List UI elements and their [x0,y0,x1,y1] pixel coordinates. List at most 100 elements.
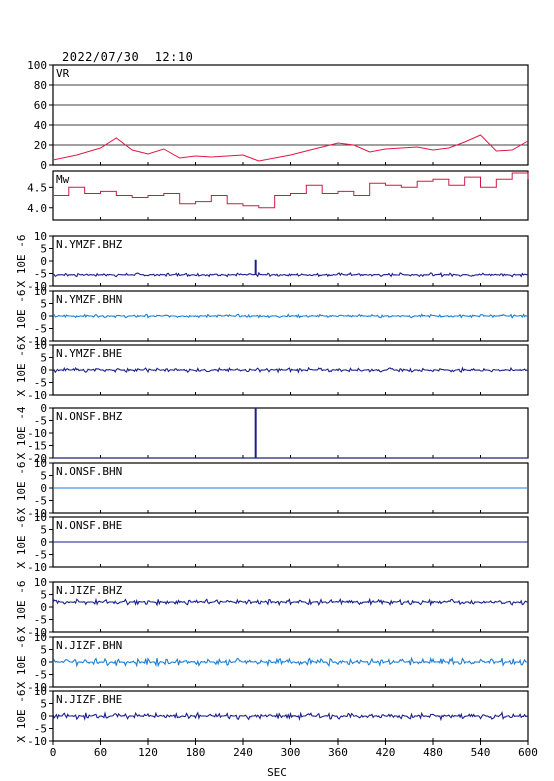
x-tick-label: 240 [233,746,253,759]
y-tick-label: 4.0 [27,202,47,215]
y-tick-label: 5 [40,644,47,657]
y-tick-label: -5 [34,495,47,508]
y-tick-label: 10 [34,576,47,589]
x-tick-label: 60 [94,746,107,759]
y-tick-label: 0 [40,159,47,172]
y-tick-label: 10 [34,631,47,644]
y-tick-label: 10 [34,511,47,524]
y-tick-label: -5 [34,415,47,428]
panel-title: N.JIZF.BHZ [56,584,123,597]
y-axis-label: X 10E -4 [15,406,28,459]
panel-title: N.ONSF.BHE [56,519,122,532]
panel-title: N.YMZF.BHN [56,293,122,306]
y-tick-label: -5 [34,323,47,336]
jizf-bhn-trace [52,656,528,668]
y-tick-label: 10 [34,285,47,298]
y-tick-label: -10 [27,507,47,520]
y-tick-label: -10 [27,335,47,348]
panel-frame [52,581,529,633]
panel-mw: Mw 4.5 4.0 [27,170,529,221]
y-tick-label: 5 [40,524,47,537]
y-axis-label: X 10E -6 [15,516,28,569]
mw-trace [53,172,529,209]
panel-title: N.YMZF.BHE [56,347,122,360]
jizf-bhe-trace [52,711,529,722]
panel-title: N.JIZF.BHE [56,693,122,706]
panel-title: VR [56,67,70,80]
ymzf-bhz-trace [52,271,529,278]
jizf-bhz-trace [52,597,529,607]
y-tick-label: -10 [27,427,47,440]
y-tick-label: 0 [40,536,47,549]
y-tick-label: -10 [27,561,47,574]
y-axis-label: X 10E -6 [15,235,28,288]
y-tick-label: 10 [34,457,47,470]
x-axis-label: SEC [267,766,287,779]
y-tick-label: 10 [34,230,47,243]
panel-frame [52,407,529,459]
y-axis-label: X 10E -6 [15,690,28,743]
y-tick-label: -15 [27,440,47,453]
y-tick-label: 40 [34,119,47,132]
panel-title: Mw [56,173,70,186]
y-tick-label: -10 [27,280,47,293]
y-tick-label: -5 [34,614,47,627]
x-tick-label: 360 [328,746,348,759]
ymzf-bhn-trace [52,313,529,319]
y-tick-label: 0 [40,310,47,323]
y-axis-label: X 10E -6 [15,344,28,397]
y-tick-label: 0 [40,402,47,415]
y-tick-label: -20 [27,452,47,465]
y-tick-label: 0 [40,601,47,614]
y-tick-label: 4.5 [27,181,47,194]
x-tick-label: 480 [423,746,443,759]
x-tick-label: 180 [186,746,206,759]
timestamp: 2022/07/30 12:10 [62,50,194,64]
y-tick-label: -5 [34,268,47,281]
y-tick-label: -5 [34,549,47,562]
x-tick-label: 420 [376,746,396,759]
y-tick-label: -10 [27,735,47,748]
panel-title: N.YMZF.BHZ [56,238,123,251]
y-tick-label: 80 [34,79,47,92]
y-tick-label: -5 [34,723,47,736]
y-tick-label: 0 [40,656,47,669]
y-tick-label: 5 [40,298,47,311]
panel-title: N.JIZF.BHN [56,639,122,652]
y-tick-label: 100 [27,59,47,72]
panel-title: N.ONSF.BHZ [56,410,123,423]
y-axis-label: X 10E -6 [15,290,28,343]
y-tick-label: -10 [27,389,47,402]
panel-vr: VR 100 80 60 40 20 0 [27,59,529,172]
y-tick-label: 5 [40,352,47,365]
x-tick-label: 540 [471,746,491,759]
y-axis-label: X 10E -6 [15,462,28,515]
y-axis-label: X 10E -6 [15,581,28,634]
y-axis-label: X 10E -6 [15,636,28,689]
x-tick-label: 120 [138,746,158,759]
y-tick-label: 5 [40,698,47,711]
y-tick-label: 5 [40,589,47,602]
y-tick-label: 0 [40,255,47,268]
y-tick-label: 0 [40,482,47,495]
y-tick-label: 60 [34,99,47,112]
y-tick-label: 10 [34,339,47,352]
y-tick-label: -10 [27,626,47,639]
y-tick-label: 20 [34,139,47,152]
y-tick-label: -5 [34,377,47,390]
panel-onsf-bhz: N.ONSF.BHZ 0-5-10-15-20X 10E -4 [15,402,529,465]
panel-frame [52,64,529,166]
y-tick-label: 0 [40,364,47,377]
y-tick-label: 5 [40,243,47,256]
panel-title: N.ONSF.BHN [56,465,122,478]
y-tick-label: -5 [34,669,47,682]
y-tick-label: 5 [40,470,47,483]
y-tick-label: 10 [34,685,47,698]
x-tick-label: 600 [518,746,538,759]
